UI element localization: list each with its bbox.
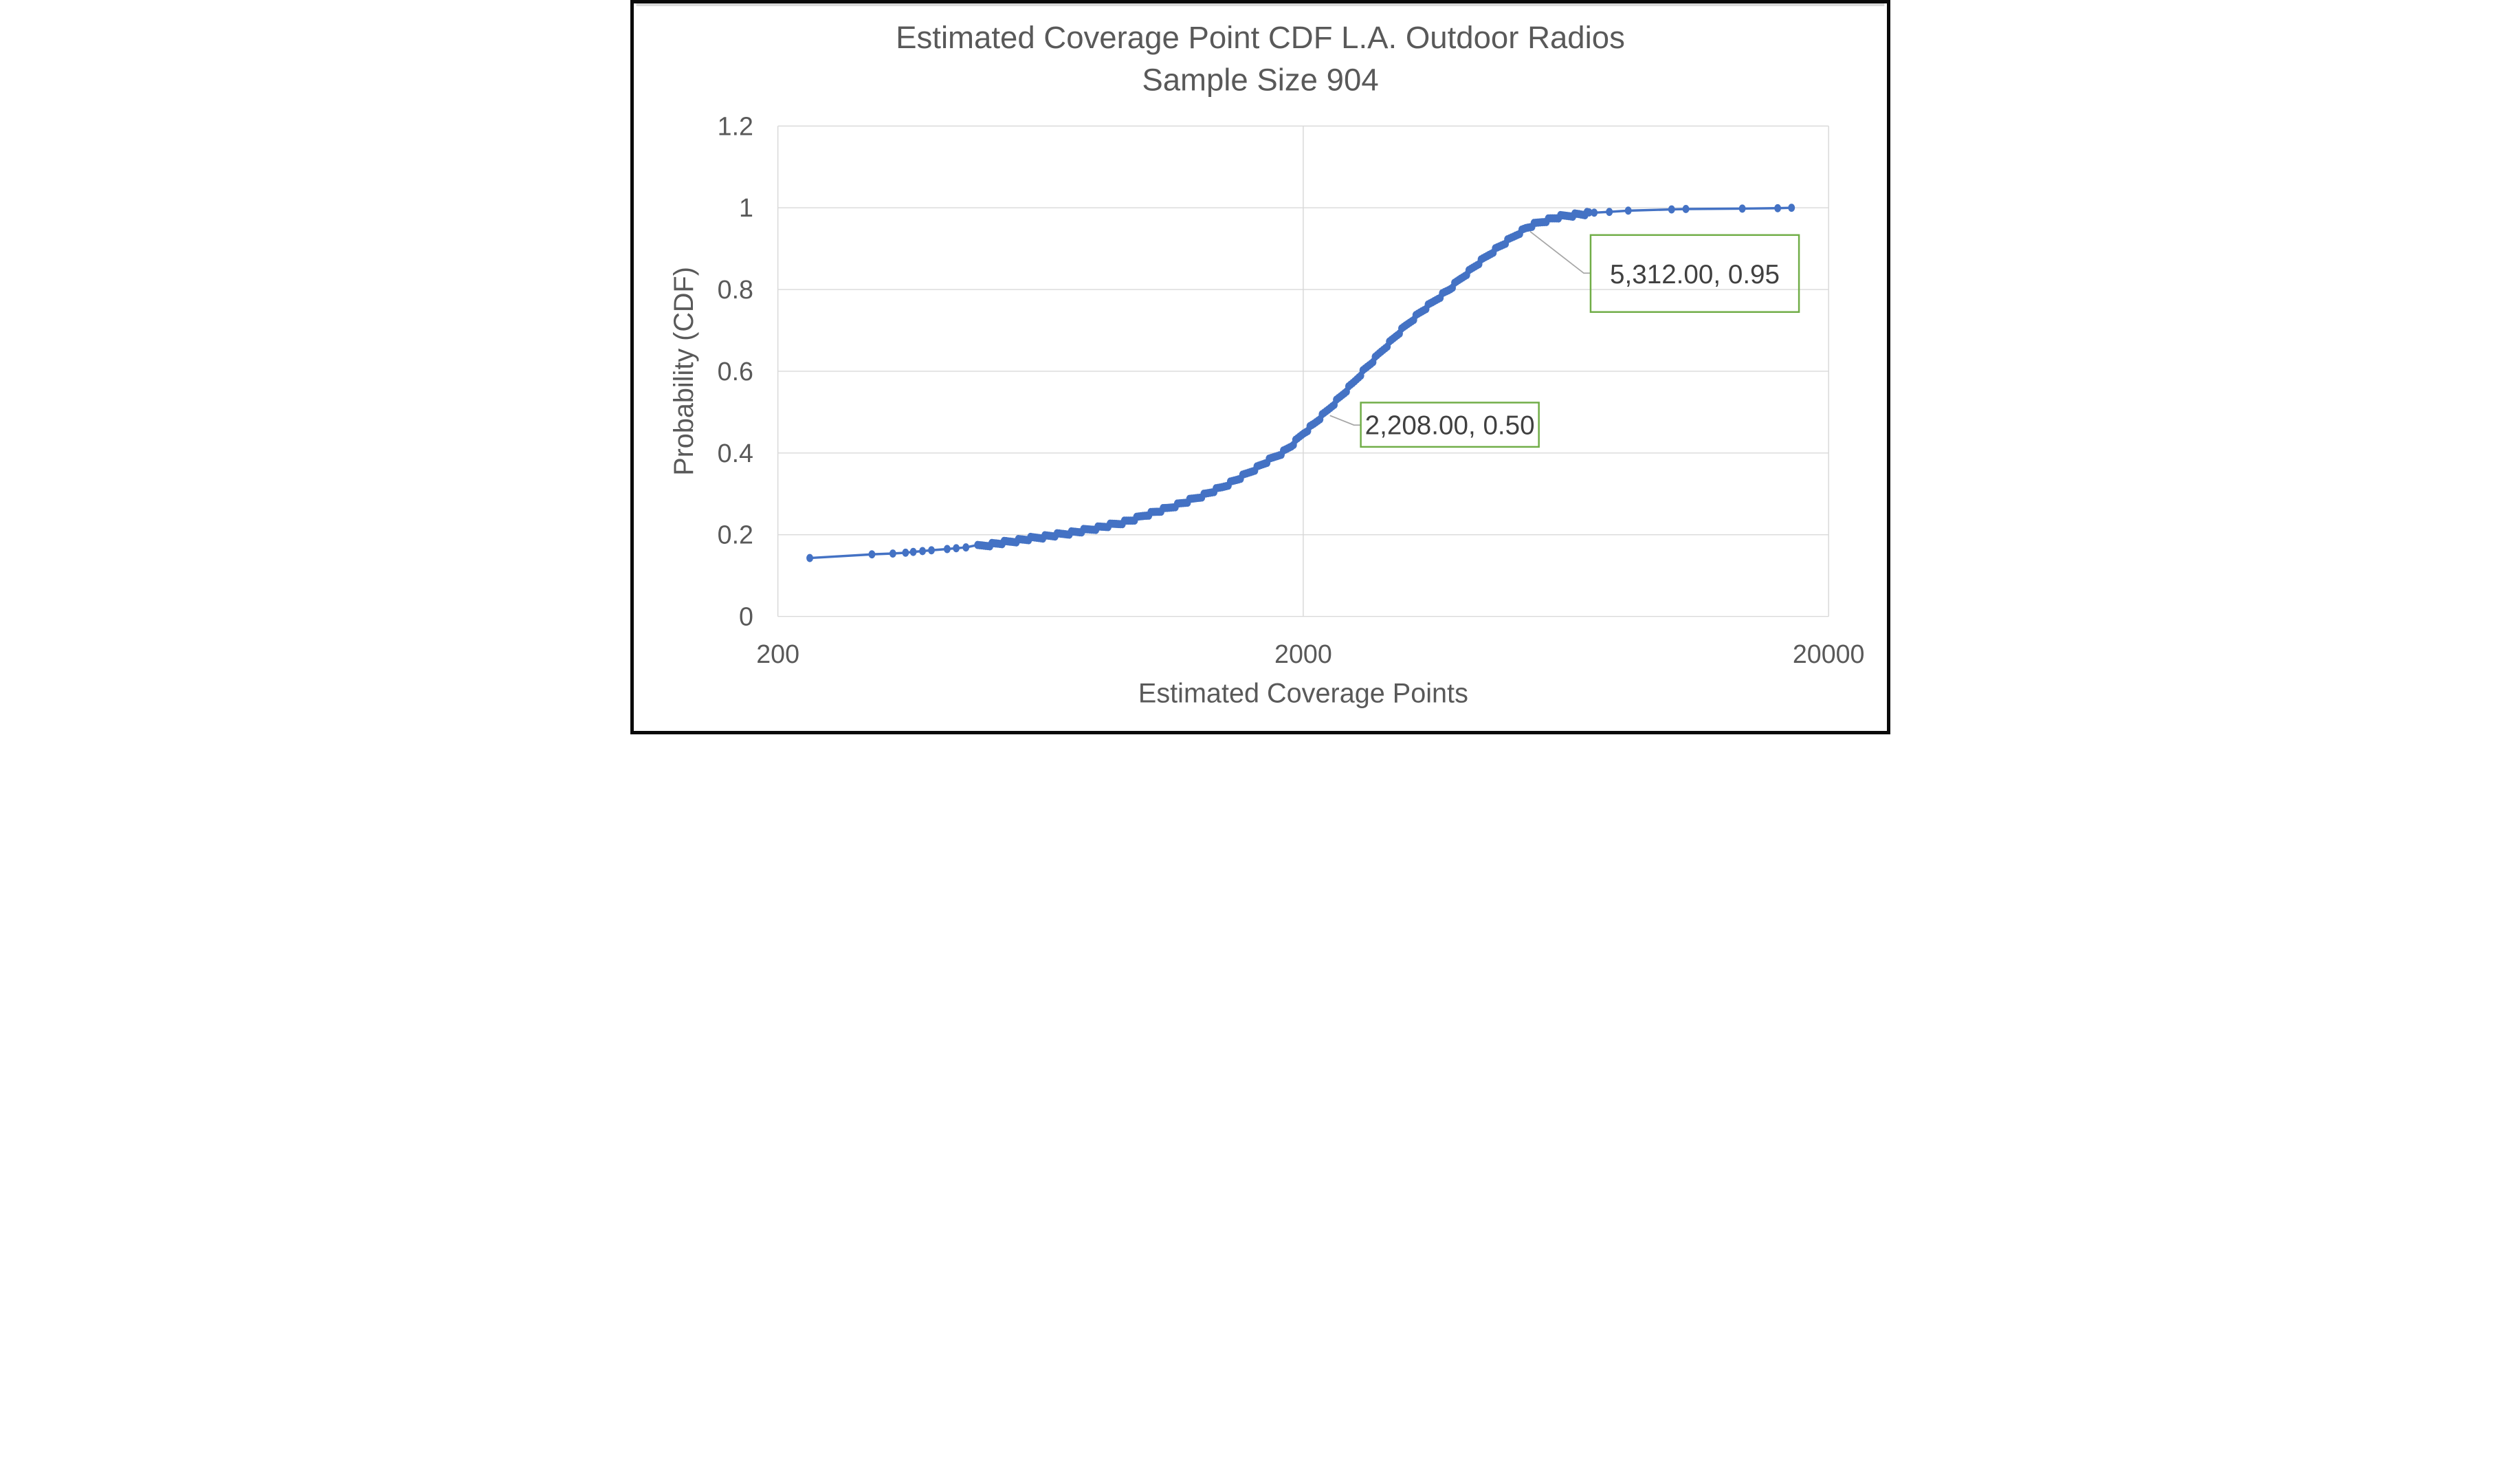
- chart-canvas: 2,208.00, 0.50 5,312.00, 0.95 Estimated …: [630, 0, 1890, 734]
- chart-title-line1: Estimated Coverage Point CDF L.A. Outdoo…: [896, 20, 1625, 55]
- callout-box-5312[interactable]: [1589, 234, 1800, 313]
- data-point-marker[interactable]: [1605, 208, 1613, 217]
- callout-label-5312: 5,312.00, 0.95: [1610, 260, 1780, 289]
- window-edge-strip: [636, 3, 1884, 6]
- data-point-marker[interactable]: [867, 550, 875, 559]
- data-point-marker[interactable]: [1738, 204, 1746, 213]
- data-point-marker[interactable]: [806, 554, 813, 562]
- data-point-marker[interactable]: [909, 547, 917, 556]
- data-point-marker[interactable]: [1624, 206, 1632, 215]
- data-point-marker[interactable]: [1668, 205, 1675, 214]
- y-tick-label-0p8: 0.8: [717, 275, 753, 304]
- data-point-marker[interactable]: [901, 548, 909, 557]
- data-point-marker[interactable]: [962, 543, 969, 552]
- data-point-marker[interactable]: [1773, 204, 1781, 212]
- data-point-marker[interactable]: [918, 547, 926, 556]
- callout-leader-line: [1529, 231, 1591, 274]
- leader-lines: [1329, 231, 1591, 426]
- cdf-series[interactable]: [806, 204, 1795, 562]
- y-tick-label-1p2: 1.2: [717, 111, 753, 140]
- data-point-marker[interactable]: [1590, 208, 1598, 217]
- y-tick-label-1: 1: [739, 193, 753, 222]
- x-axis-title: Estimated Coverage Points: [1138, 679, 1468, 709]
- y-tick-label-0p6: 0.6: [717, 357, 753, 386]
- y-tick-label-0: 0: [739, 602, 753, 631]
- y-tick-label-0p2: 0.2: [717, 521, 753, 549]
- data-point-marker[interactable]: [889, 549, 896, 558]
- callout-label-2208: 2,208.00, 0.50: [1364, 411, 1534, 441]
- data-point-marker[interactable]: [943, 545, 951, 554]
- data-point-marker[interactable]: [1682, 205, 1689, 213]
- data-point-marker[interactable]: [1585, 208, 1593, 217]
- chart-title-line2: Sample Size 904: [1142, 62, 1378, 97]
- y-tick-label-0p4: 0.4: [717, 439, 753, 468]
- x-tick-label-20000: 20000: [1792, 639, 1864, 668]
- x-tick-label-200: 200: [756, 639, 799, 668]
- y-axis-title: Probability (CDF): [668, 267, 698, 476]
- data-point-marker[interactable]: [952, 544, 960, 553]
- gridlines: [777, 125, 1829, 617]
- data-point-marker[interactable]: [1787, 204, 1795, 212]
- callout-box-2208[interactable]: [1359, 402, 1540, 448]
- x-tick-label-2000: 2000: [1274, 639, 1332, 668]
- data-point-marker[interactable]: [927, 546, 935, 555]
- callout-leader-line: [1329, 415, 1361, 426]
